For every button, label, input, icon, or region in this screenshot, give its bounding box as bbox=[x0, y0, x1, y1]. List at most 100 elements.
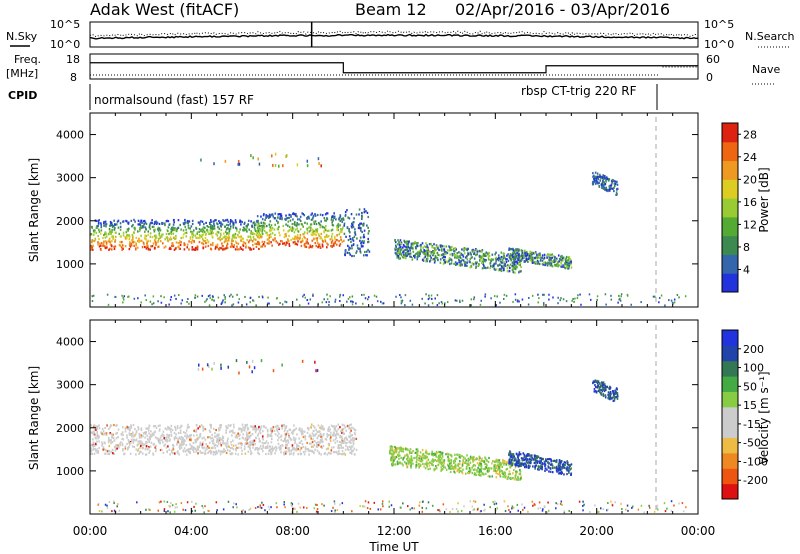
power-cell bbox=[262, 243, 265, 246]
velocity-cell bbox=[613, 399, 616, 402]
velocity-cell bbox=[235, 434, 238, 437]
velocity-cell bbox=[255, 437, 257, 440]
velocity-cell bbox=[389, 452, 392, 455]
power-cell bbox=[296, 243, 299, 246]
power-cell bbox=[137, 239, 139, 243]
power-cell bbox=[219, 246, 221, 250]
velocity-cell bbox=[175, 433, 177, 436]
power-cell bbox=[299, 228, 302, 231]
power-cell bbox=[307, 215, 310, 218]
power-cell bbox=[128, 295, 130, 298]
power-cell bbox=[616, 187, 618, 191]
power-cell bbox=[541, 262, 544, 265]
power-cell bbox=[103, 245, 106, 248]
velocity-cell bbox=[237, 453, 240, 456]
power-cell bbox=[514, 298, 517, 301]
velocity-cell bbox=[223, 450, 225, 453]
velocity-cell bbox=[558, 467, 560, 470]
power-cell bbox=[569, 258, 571, 261]
power-cell bbox=[604, 293, 607, 296]
power-ytick-label: 3000 bbox=[56, 172, 84, 185]
velocity-cell bbox=[155, 447, 157, 451]
velocity-cell bbox=[170, 449, 173, 452]
velocity-cell bbox=[528, 454, 531, 457]
velocity-cell bbox=[327, 447, 329, 450]
velocity-cell bbox=[294, 440, 297, 443]
velocity-cell bbox=[395, 450, 397, 453]
power-cell bbox=[231, 245, 234, 248]
velocity-cell bbox=[207, 451, 209, 455]
velocity-cell bbox=[190, 446, 193, 449]
velocity-cell bbox=[141, 447, 144, 450]
power-cell bbox=[206, 238, 208, 242]
velocity-cell bbox=[402, 457, 405, 460]
power-cell bbox=[215, 232, 218, 236]
velocity-cell bbox=[333, 450, 336, 454]
power-cell bbox=[154, 228, 156, 231]
power-cell bbox=[286, 216, 289, 220]
velocity-cell bbox=[289, 428, 292, 432]
power-cell bbox=[481, 249, 484, 252]
power-cell bbox=[348, 235, 351, 238]
velocity-cell bbox=[398, 451, 400, 454]
power-cell bbox=[306, 238, 309, 241]
power-cell bbox=[141, 246, 144, 249]
power-cell bbox=[518, 263, 520, 266]
power-cell bbox=[319, 223, 322, 227]
power-cell bbox=[104, 236, 107, 239]
power-cell bbox=[311, 239, 314, 242]
power-cell bbox=[170, 230, 173, 234]
power-colorbar-segment bbox=[722, 179, 738, 199]
velocity-cell bbox=[391, 456, 394, 459]
velocity-cell bbox=[410, 455, 413, 458]
power-cell bbox=[98, 245, 101, 248]
power-cell bbox=[249, 235, 252, 238]
velocity-cell bbox=[415, 448, 418, 451]
power-cell bbox=[285, 243, 287, 246]
power-cell bbox=[285, 217, 288, 220]
power-cell bbox=[113, 245, 115, 248]
power-cell bbox=[478, 262, 480, 266]
velocity-cell bbox=[270, 432, 273, 435]
power-cell bbox=[109, 247, 111, 250]
power-cell bbox=[484, 252, 487, 255]
power-cell bbox=[102, 240, 105, 243]
velocity-cell bbox=[318, 452, 321, 455]
power-cell bbox=[596, 175, 599, 178]
velocity-cell bbox=[441, 452, 444, 455]
nsky-line bbox=[89, 33, 699, 40]
velocity-cell bbox=[295, 447, 297, 451]
power-cell bbox=[549, 256, 552, 260]
velocity-cell bbox=[128, 429, 131, 432]
velocity-cell bbox=[415, 464, 418, 467]
power-cell bbox=[619, 297, 621, 300]
power-cell bbox=[423, 249, 425, 252]
power-cell bbox=[610, 298, 613, 301]
velocity-cell bbox=[185, 453, 188, 456]
power-cell bbox=[463, 264, 466, 267]
power-cell bbox=[554, 264, 556, 267]
velocity-cell bbox=[193, 447, 196, 450]
power-cell bbox=[346, 300, 348, 303]
velocity-cell bbox=[543, 462, 545, 466]
velocity-cell bbox=[97, 436, 100, 439]
velocity-cell bbox=[534, 457, 536, 461]
power-cell bbox=[243, 221, 246, 224]
velocity-cell bbox=[471, 466, 473, 469]
velocity-cell bbox=[177, 440, 179, 443]
velocity-cell bbox=[284, 437, 286, 440]
velocity-cell bbox=[159, 439, 161, 442]
power-cell bbox=[431, 258, 434, 261]
velocity-cell bbox=[557, 469, 560, 472]
power-cell bbox=[409, 299, 412, 302]
power-cell bbox=[170, 244, 173, 248]
velocity-cell bbox=[345, 444, 347, 447]
power-cell bbox=[560, 297, 562, 300]
power-cell bbox=[141, 226, 144, 229]
velocity-cell bbox=[133, 445, 136, 449]
power-cell bbox=[473, 252, 475, 256]
power-cell bbox=[256, 219, 258, 223]
velocity-cell bbox=[410, 464, 412, 467]
power-cell bbox=[589, 298, 592, 301]
